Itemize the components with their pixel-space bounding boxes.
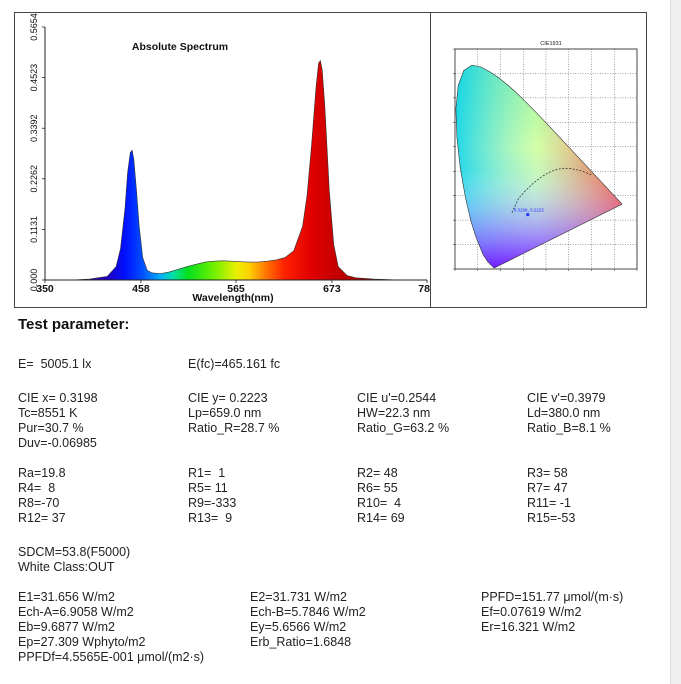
param-illuminance: E= 5005.1 lx (18, 357, 91, 372)
spectrum-title: Absolute Spectrum (132, 41, 228, 53)
param-r14: R14= 69 (357, 511, 405, 526)
param-r8: R8=-70 (18, 496, 59, 511)
param-e1: E1=31.656 W/m2 (18, 590, 115, 605)
param-r10: R10= 4 (357, 496, 401, 511)
spectrum-x-label: Wavelength(nm) (192, 292, 273, 304)
cie-chromaticity-diagram: CIE1931 0.3198, 0.2223 (431, 13, 646, 307)
spectrum-y-tick-label: 0.1131 (29, 216, 39, 243)
param-sdcm: SDCM=53.8(F5000) (18, 545, 130, 560)
param-tc: Tc=8551 K (18, 406, 77, 421)
param-r4: R4= 8 (18, 481, 55, 496)
spectrum-y-tick-label: 0.5654 (29, 13, 39, 41)
spectrum-x-tick-label: 458 (132, 283, 150, 295)
param-illuminance-fc: E(fc)=465.161 fc (188, 357, 280, 372)
chart-frame: Absolute Spectrum 0.000 0.1131 0.2262 0.339… (14, 12, 647, 308)
param-e2: E2=31.731 W/m2 (250, 590, 347, 605)
param-cie-u: CIE u'=0.2544 (357, 391, 436, 406)
param-er: Er=16.321 W/m2 (481, 620, 575, 635)
param-ld: Ld=380.0 nm (527, 406, 600, 421)
param-duv: Duv=-0.06985 (18, 436, 97, 451)
param-ratio-r: Ratio_R=28.7 % (188, 421, 279, 436)
param-r1: R1= 1 (188, 466, 225, 481)
spectrum-y-tick-label: 0.2262 (29, 165, 39, 193)
param-ef: Ef=0.07619 W/m2 (481, 605, 581, 620)
param-lp: Lp=659.0 nm (188, 406, 261, 421)
cie-point-marker (526, 213, 529, 216)
param-ratio-b: Ratio_B=8.1 % (527, 421, 611, 436)
param-r5: R5= 11 (188, 481, 228, 496)
param-r2: R2= 48 (357, 466, 398, 481)
spectrum-area (72, 61, 427, 280)
param-ey: Ey=5.6566 W/m2 (250, 620, 346, 635)
param-r12: R12= 37 (18, 511, 66, 526)
param-r3: R3= 58 (527, 466, 568, 481)
spectrum-x-tick-label: 780 (418, 283, 430, 295)
param-r15: R15=-53 (527, 511, 575, 526)
spectrum-x-tick-label: 673 (323, 283, 341, 295)
cie-diagram-panel: CIE1931 0.3198, 0.2223 (431, 13, 646, 307)
absolute-spectrum-panel: Absolute Spectrum 0.000 0.1131 0.2262 0.339… (15, 13, 431, 307)
param-ppfd: PPFD=151.77 μmol/(m·s) (481, 590, 623, 605)
param-hw: HW=22.3 nm (357, 406, 430, 421)
param-pur: Pur=30.7 % (18, 421, 84, 436)
param-cie-y: CIE y= 0.2223 (188, 391, 268, 406)
spectrum-y-tick-label: 0.4523 (29, 64, 39, 92)
param-ech-a: Ech-A=6.9058 W/m2 (18, 605, 134, 620)
spectrum-y-tick-label: 0.3392 (29, 114, 39, 142)
param-r6: R6= 55 (357, 481, 398, 496)
test-parameter-heading: Test parameter: (18, 316, 129, 333)
param-erb-ratio: Erb_Ratio=1.6848 (250, 635, 351, 650)
param-ech-b: Ech-B=5.7846 W/m2 (250, 605, 366, 620)
cie-title: CIE1931 (540, 41, 561, 47)
param-r7: R7= 47 (527, 481, 568, 496)
param-eb: Eb=9.6877 W/m2 (18, 620, 115, 635)
cie-point-label: 0.3198, 0.2223 (514, 208, 545, 213)
absolute-spectrum-chart: Absolute Spectrum 0.0000.11310.22620.339… (15, 13, 430, 307)
spectrum-x-tick-label: 350 (36, 283, 54, 295)
param-ratio-g: Ratio_G=63.2 % (357, 421, 449, 436)
param-r11: R11= -1 (527, 496, 571, 511)
param-ra: Ra=19.8 (18, 466, 66, 481)
param-white-class: White Class:OUT (18, 560, 115, 575)
param-ep: Ep=27.309 Wphyto/m2 (18, 635, 146, 650)
scrollbar-track[interactable] (670, 0, 681, 684)
param-r13: R13= 9 (188, 511, 232, 526)
param-cie-v: CIE v'=0.3979 (527, 391, 605, 406)
param-cie-x: CIE x= 0.3198 (18, 391, 98, 406)
param-ppfdf: PPFDf=4.5565E-001 μmol/(m2·s) (18, 650, 204, 665)
param-r9: R9=-333 (188, 496, 236, 511)
